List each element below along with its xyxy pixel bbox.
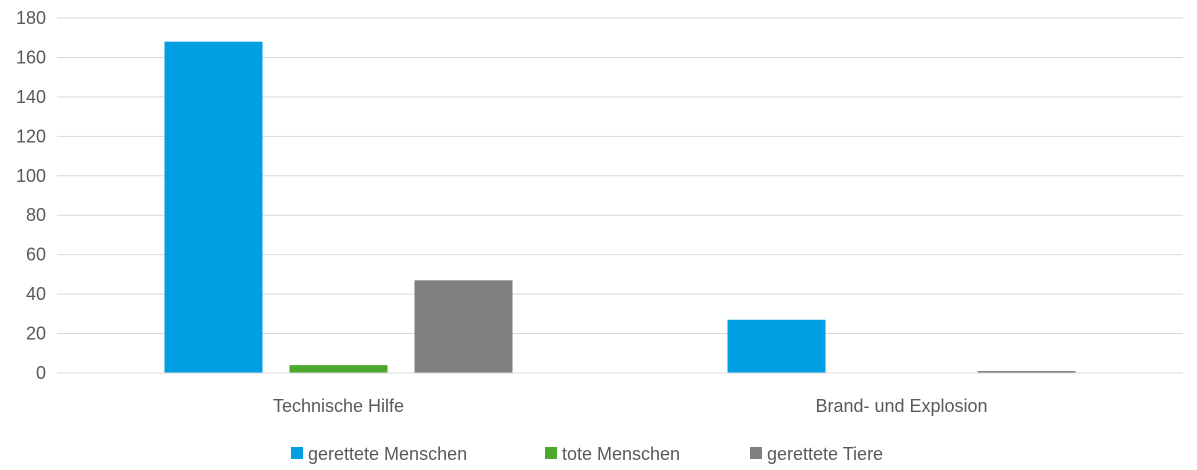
y-tick-label: 100: [16, 166, 46, 186]
y-tick-label: 160: [16, 47, 46, 67]
legend-swatch: [750, 447, 762, 459]
y-tick-label: 80: [26, 205, 46, 225]
y-tick-label: 140: [16, 87, 46, 107]
y-axis-tick-labels: 0 20 40 60 80 100 120 140 160 180: [16, 8, 46, 383]
bar-gerettete-tiere-2: [977, 371, 1076, 373]
legend-swatch: [545, 447, 557, 459]
y-tick-label: 40: [26, 284, 46, 304]
bar-gerettete-menschen-2: [727, 319, 826, 373]
x-axis-category-labels: Technische Hilfe Brand- und Explosion: [273, 396, 988, 416]
y-tick-label: 0: [36, 363, 46, 383]
legend: gerettete Menschen tote Menschen gerettete…: [291, 444, 883, 464]
category-label: Technische Hilfe: [273, 396, 404, 416]
legend-swatch: [291, 447, 303, 459]
legend-label: gerettete Tiere: [767, 444, 883, 464]
legend-label: gerettete Menschen: [308, 444, 467, 464]
bars: [164, 41, 1076, 374]
y-tick-label: 20: [26, 324, 46, 344]
y-tick-label: 60: [26, 245, 46, 265]
y-tick-label: 180: [16, 8, 46, 28]
category-label: Brand- und Explosion: [815, 396, 987, 416]
bar-tote-menschen-1: [289, 365, 388, 373]
bar-gerettete-tiere-1: [414, 280, 513, 373]
legend-label: tote Menschen: [562, 444, 680, 464]
bar-gerettete-menschen-1: [164, 41, 263, 374]
y-tick-label: 120: [16, 126, 46, 146]
